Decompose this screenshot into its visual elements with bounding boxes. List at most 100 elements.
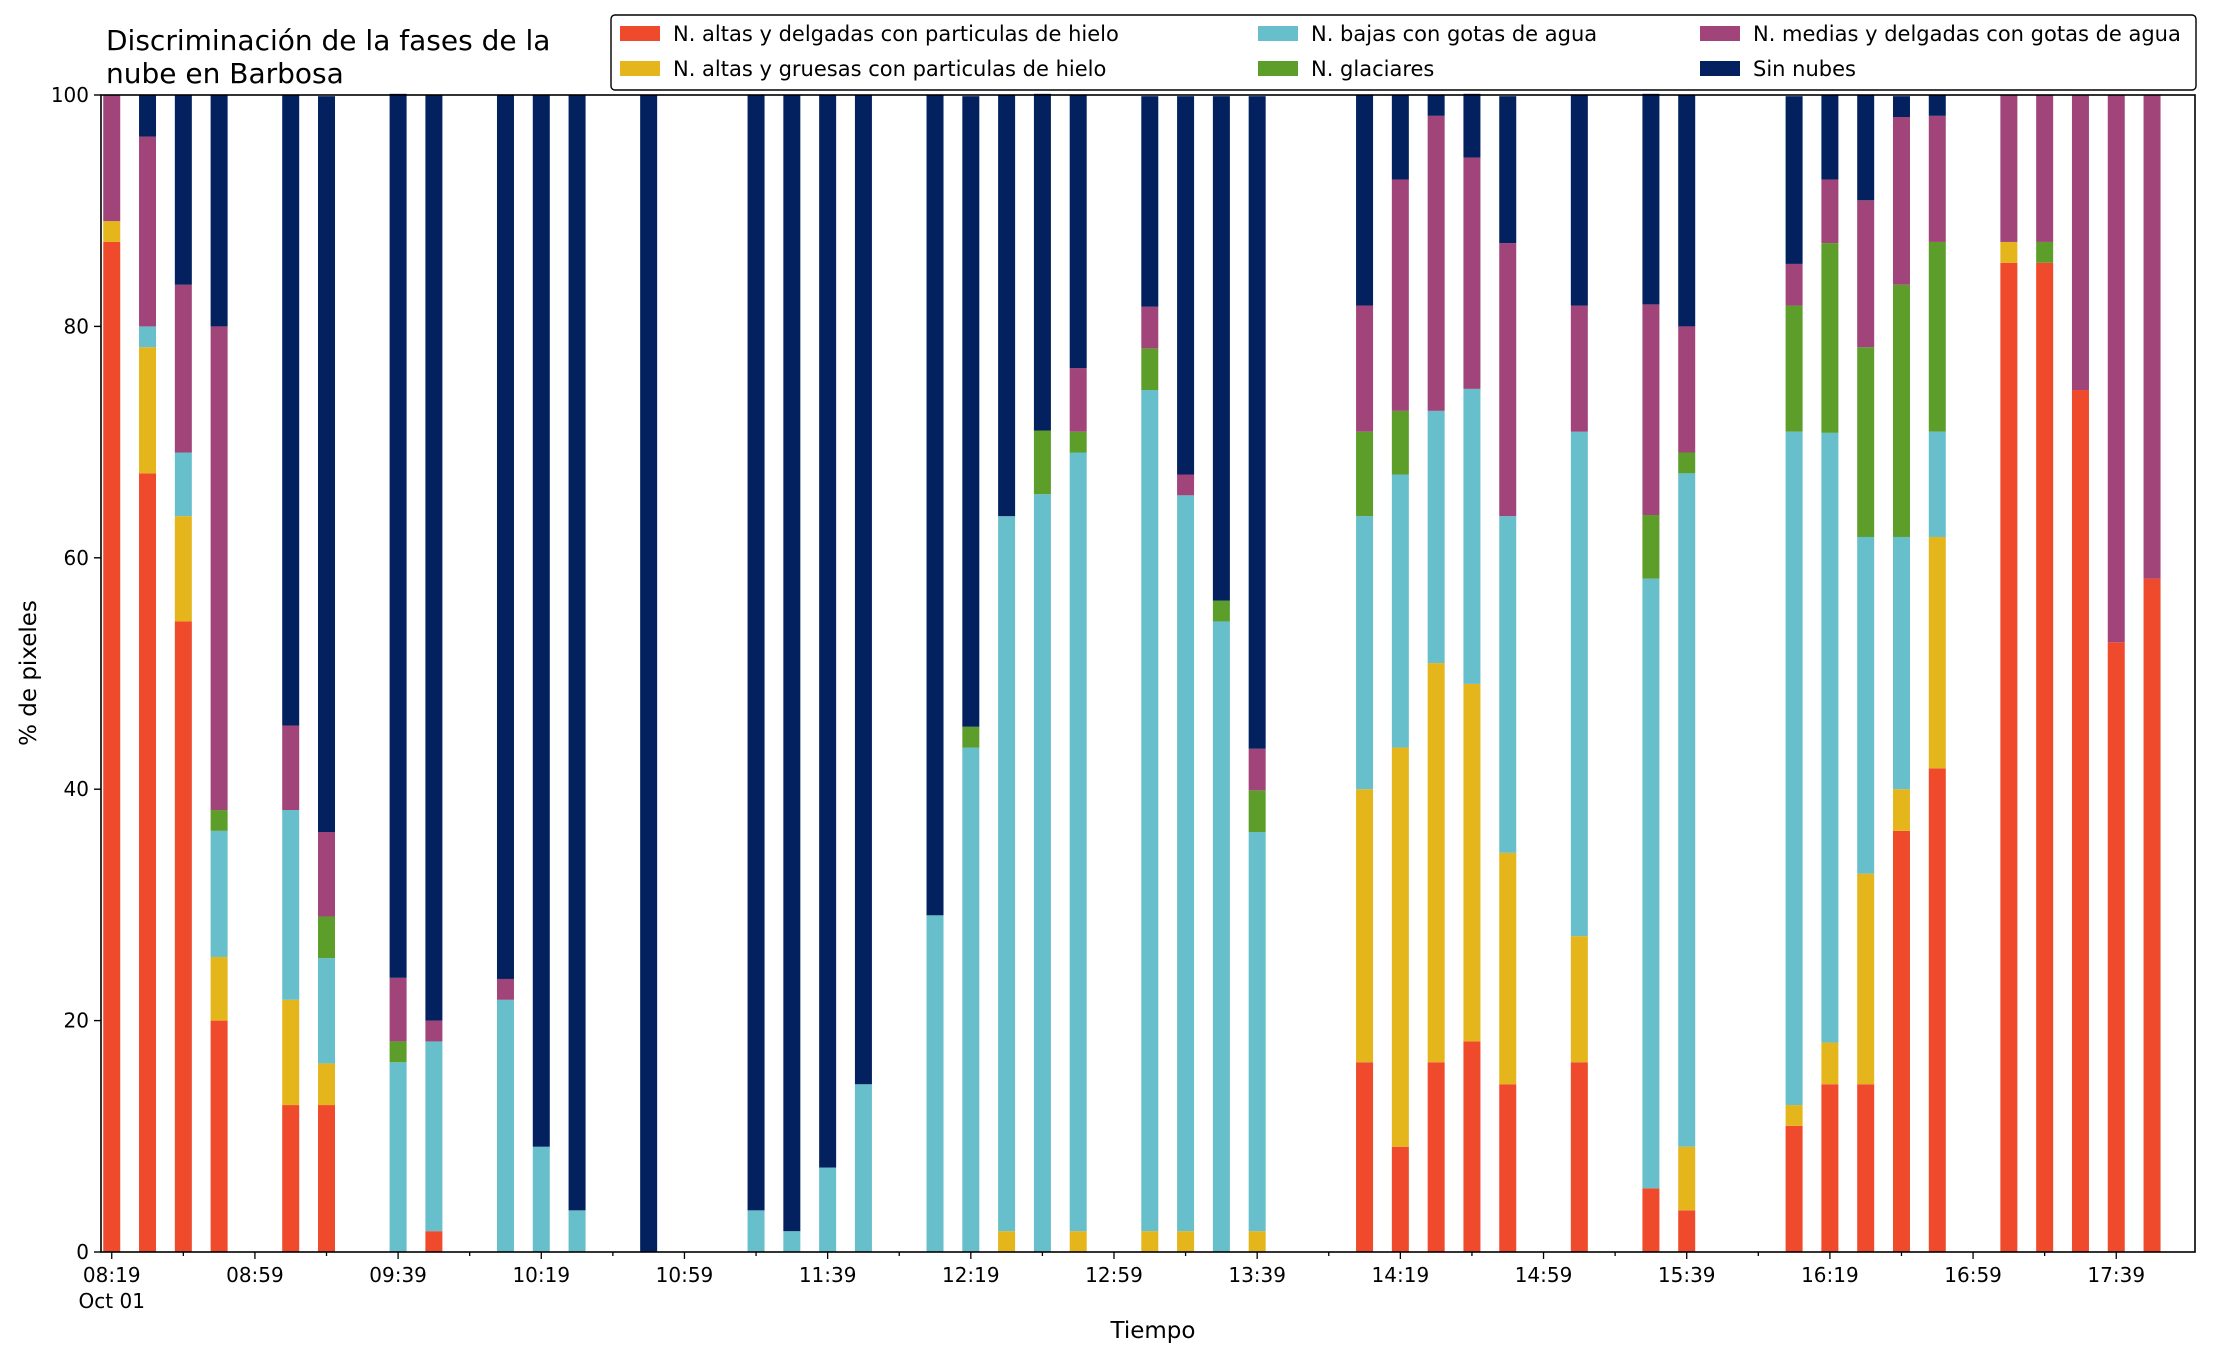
legend-swatch-5 — [1700, 61, 1740, 76]
bar-segment-08:19-series-4 — [103, 95, 121, 222]
bar-segment-14:49-series-5 — [1499, 96, 1517, 244]
bar-segment-14:09-series-5 — [1356, 95, 1374, 306]
bar-segment-14:49-series-2 — [1499, 516, 1517, 853]
bar-segment-09:49-series-4 — [425, 1020, 443, 1042]
bar-segment-12:49-series-3 — [1069, 431, 1087, 453]
bar-segment-09:19-series-2 — [318, 958, 336, 1064]
bar-segment-08:49-series-2 — [210, 830, 228, 957]
bar-segment-15:39-series-2 — [1678, 473, 1696, 1147]
x-tick-label-08:59: 08:59 — [226, 1263, 284, 1287]
bar-segment-14:09-series-0 — [1356, 1062, 1374, 1252]
bar-segment-12:39-series-3 — [1033, 430, 1051, 495]
bar-segment-15:29-series-3 — [1642, 514, 1660, 579]
bar-segment-12:19-series-2 — [962, 747, 980, 1252]
chart-title-line-1: Discriminación de la fases de la — [106, 24, 550, 57]
bar-segment-16:19-series-1 — [1821, 1042, 1839, 1085]
bar-segment-11:29-series-2 — [783, 1231, 801, 1252]
y-tick-label-100: 100 — [51, 83, 89, 107]
x-tick-label-08:19: 08:19 — [83, 1263, 141, 1287]
bar-segment-17:09-series-4 — [2000, 95, 2018, 242]
bar-segment-17:29-series-0 — [2071, 390, 2089, 1252]
bar-segment-14:49-series-4 — [1499, 243, 1517, 517]
y-tick-label-60: 60 — [64, 546, 89, 570]
bar-segment-10:29-series-2 — [568, 1210, 586, 1252]
bar-segment-09:09-series-2 — [282, 810, 300, 1000]
bar-segment-09:49-series-0 — [425, 1231, 443, 1252]
bar-segment-16:49-series-3 — [1928, 241, 1946, 432]
x-tick-label-11:39: 11:39 — [799, 1263, 857, 1287]
bar-segment-14:19-series-2 — [1391, 474, 1409, 748]
bar-segment-17:09-series-1 — [2000, 241, 2018, 263]
bar-segment-14:19-series-3 — [1391, 410, 1409, 475]
x-tick-label-12:59: 12:59 — [1085, 1263, 1143, 1287]
legend-label-0: N. altas y delgadas con particulas de hi… — [673, 22, 1119, 46]
x-tick-label-14:59: 14:59 — [1515, 1263, 1573, 1287]
bar-segment-09:09-series-5 — [282, 95, 300, 726]
bar-segment-17:19-series-0 — [2036, 262, 2054, 1252]
bar-segment-13:19-series-4 — [1177, 474, 1195, 496]
bar-segment-14:29-series-5 — [1427, 95, 1445, 116]
bar-segment-09:39-series-4 — [389, 977, 407, 1042]
legend-label-4: N. medias y delgadas con gotas de agua — [1753, 22, 2181, 46]
bar-segment-14:49-series-0 — [1499, 1084, 1517, 1252]
bar-segment-08:29-series-0 — [139, 473, 157, 1253]
legend-label-5: Sin nubes — [1753, 57, 1856, 81]
bar-segment-16:29-series-4 — [1857, 200, 1875, 348]
bar-segment-14:29-series-2 — [1427, 410, 1445, 664]
bar-segment-13:29-series-5 — [1212, 96, 1230, 601]
x-axis-label: Tiempo — [1110, 1318, 1196, 1344]
bar-segment-16:29-series-0 — [1857, 1084, 1875, 1252]
legend-swatch-1 — [620, 61, 660, 76]
bar-segment-15:39-series-5 — [1678, 95, 1696, 327]
bar-segment-10:09-series-4 — [496, 978, 514, 1000]
y-tick-label-40: 40 — [64, 777, 89, 801]
bar-segment-16:49-series-5 — [1928, 95, 1946, 116]
bar-segment-16:09-series-2 — [1785, 431, 1803, 1106]
bar-segment-17:39-series-4 — [2107, 95, 2125, 643]
legend-swatch-0 — [620, 26, 660, 41]
legend-swatch-2 — [1258, 26, 1298, 41]
chart-title: Discriminación de la fases de la nube en… — [106, 24, 550, 90]
y-tick-label-0: 0 — [76, 1240, 89, 1264]
bar-segment-15:29-series-0 — [1642, 1188, 1660, 1252]
bar-segment-17:29-series-4 — [2071, 95, 2089, 391]
bar-segment-16:09-series-3 — [1785, 305, 1803, 432]
bar-segment-14:19-series-0 — [1391, 1146, 1409, 1252]
x-tick-label-10:19: 10:19 — [512, 1263, 570, 1287]
bar-segment-16:19-series-0 — [1821, 1084, 1839, 1252]
bar-segment-14:09-series-2 — [1356, 516, 1374, 790]
y-tick-label-80: 80 — [64, 314, 89, 338]
bar-segment-12:49-series-2 — [1069, 452, 1087, 1232]
bar-segment-16:29-series-2 — [1857, 536, 1875, 874]
bar-segment-09:09-series-0 — [282, 1105, 300, 1252]
legend-label-1: N. altas y gruesas con particulas de hie… — [673, 57, 1106, 81]
bar-segment-15:29-series-2 — [1642, 578, 1660, 1189]
bar-segment-12:09-series-5 — [926, 95, 944, 916]
bar-segment-10:49-series-5 — [640, 95, 658, 1252]
bar-segment-13:39-series-1 — [1248, 1231, 1266, 1252]
bar-segment-11:19-series-2 — [747, 1210, 765, 1252]
bar-segment-12:39-series-2 — [1033, 494, 1051, 1252]
bar-segment-16:49-series-2 — [1928, 431, 1946, 537]
bar-segment-08:49-series-3 — [210, 810, 228, 831]
bar-segment-12:29-series-5 — [998, 95, 1016, 517]
bar-segment-16:09-series-5 — [1785, 96, 1803, 264]
bar-segment-14:39-series-4 — [1463, 157, 1481, 389]
bar-segment-12:49-series-5 — [1069, 95, 1087, 369]
bar-segment-08:49-series-5 — [210, 95, 228, 327]
bar-segment-09:19-series-3 — [318, 916, 336, 959]
bar-segment-13:09-series-5 — [1141, 96, 1159, 307]
bar-segment-11:29-series-5 — [783, 95, 801, 1232]
bar-segment-11:49-series-5 — [854, 95, 872, 1085]
bar-segment-16:19-series-3 — [1821, 243, 1839, 433]
bar-segment-09:19-series-5 — [318, 96, 336, 833]
bar-segment-16:39-series-1 — [1892, 789, 1910, 831]
bar-segment-09:39-series-3 — [389, 1041, 407, 1063]
bar-segment-09:19-series-1 — [318, 1063, 336, 1106]
bar-segment-09:39-series-2 — [389, 1062, 407, 1252]
bar-segment-11:39-series-5 — [819, 95, 837, 1168]
bar-segment-13:09-series-3 — [1141, 348, 1159, 391]
bar-segment-08:39-series-2 — [174, 452, 192, 517]
bar-segment-16:09-series-1 — [1785, 1105, 1803, 1126]
